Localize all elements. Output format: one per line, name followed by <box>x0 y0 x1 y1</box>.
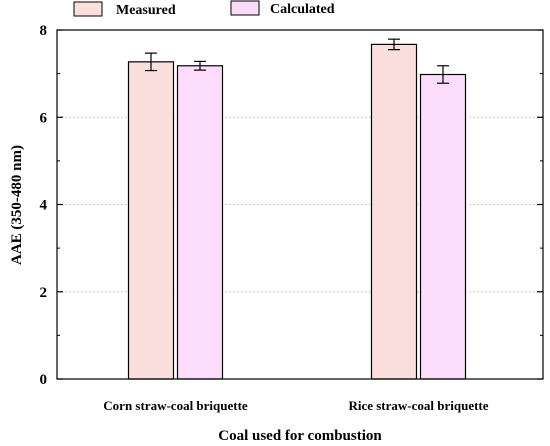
y-tick-label: 0 <box>40 372 48 388</box>
y-axis-label: AAE (350-480 nm) <box>9 145 25 265</box>
y-tick-label: 6 <box>40 110 48 126</box>
y-tick-label: 8 <box>40 23 48 39</box>
legend: Measured Calculated <box>73 0 335 18</box>
bar <box>176 65 224 380</box>
y-tick-label: 2 <box>40 285 48 301</box>
legend-swatch-measured <box>73 1 103 17</box>
x-axis-label: Coal used for combustion <box>218 428 382 444</box>
bar <box>419 73 467 380</box>
x-tick-label: Corn straw-coal briquette <box>103 398 248 413</box>
y-axis: 0 2 4 6 8 <box>40 23 543 388</box>
bar <box>370 43 418 380</box>
x-tick-label: Rice straw-coal briquette <box>348 398 488 413</box>
error-bars <box>145 38 449 84</box>
bars <box>127 43 467 380</box>
y-tick-label: 4 <box>40 198 48 214</box>
x-axis: Corn straw-coal briquette Rice straw-coal… <box>103 398 488 413</box>
bar <box>127 61 175 380</box>
legend-swatch-calculated <box>230 0 260 16</box>
legend-label-measured: Measured <box>116 3 176 18</box>
legend-label-calculated: Calculated <box>270 2 335 17</box>
